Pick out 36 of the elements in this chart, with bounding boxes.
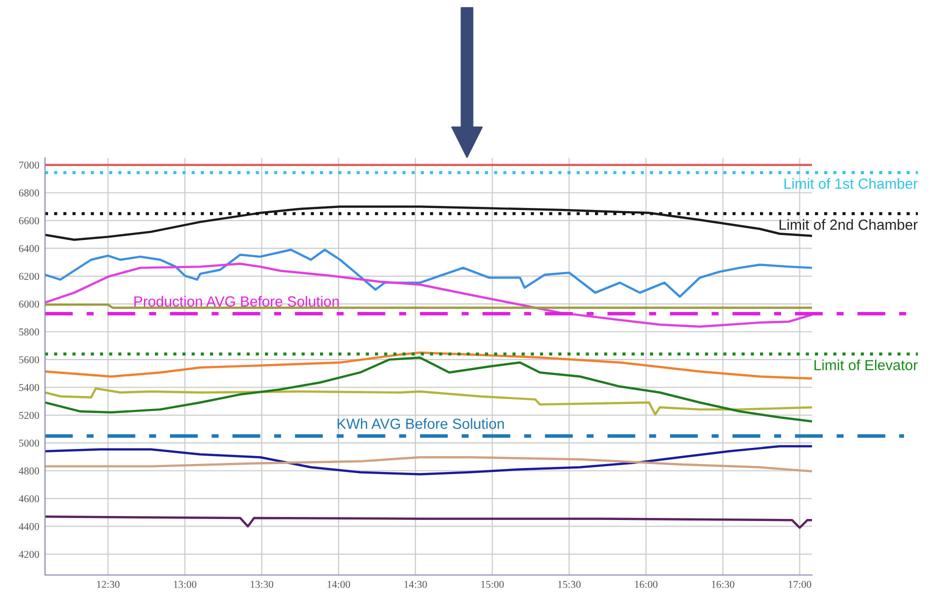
- y-tick-label: 4600: [18, 495, 40, 502]
- x-tick-label: 13:00: [174, 580, 196, 588]
- x-tick-label: 16:30: [712, 580, 734, 588]
- y-tick-label: 4200: [18, 550, 40, 558]
- x-tick-label: 13:30: [250, 580, 274, 588]
- x-tick-label: 12:30: [97, 580, 120, 588]
- y-tick-label: 6400: [19, 245, 40, 252]
- line-series: [45, 262, 812, 328]
- y-tick-label: 5000: [19, 440, 40, 447]
- ref-line-label: Production AVG Before Solution: [134, 296, 339, 307]
- x-tick-label: 15:30: [558, 580, 581, 588]
- y-tick-label: 6000: [19, 300, 40, 308]
- y-tick-label: 7000: [19, 162, 40, 169]
- y-tick-label: 6600: [19, 217, 40, 224]
- x-tick-label: 16:00: [635, 580, 658, 588]
- ref-line-label: KWh AVG Before Solution: [338, 418, 504, 429]
- line-series: [45, 351, 812, 380]
- y-tick-label: 4400: [18, 523, 40, 530]
- ref-line-label: Limit of 2nd Chamber: [780, 219, 918, 230]
- y-tick-label: 5800: [19, 328, 40, 336]
- ref-line-label: Limit of 1st Chamber: [784, 178, 918, 189]
- y-tick-label: 5200: [19, 412, 40, 419]
- y-tick-label: 5600: [19, 356, 40, 364]
- x-tick-label: 14:00: [328, 580, 350, 588]
- y-tick-label: 6800: [19, 189, 40, 196]
- line-series: [45, 456, 812, 472]
- ref-line-label: Limit of Elevator: [814, 360, 918, 370]
- x-tick-label: 15:00: [481, 580, 504, 588]
- line-series: [45, 445, 812, 476]
- y-tick-label: 4800: [18, 467, 40, 474]
- x-tick-label: 17:00: [788, 580, 812, 588]
- y-tick-label: 5400: [19, 384, 40, 392]
- line-series: [45, 387, 812, 416]
- line-series: [45, 516, 812, 529]
- x-tick-label: 14:30: [404, 580, 427, 588]
- y-tick-label: 6200: [19, 272, 40, 280]
